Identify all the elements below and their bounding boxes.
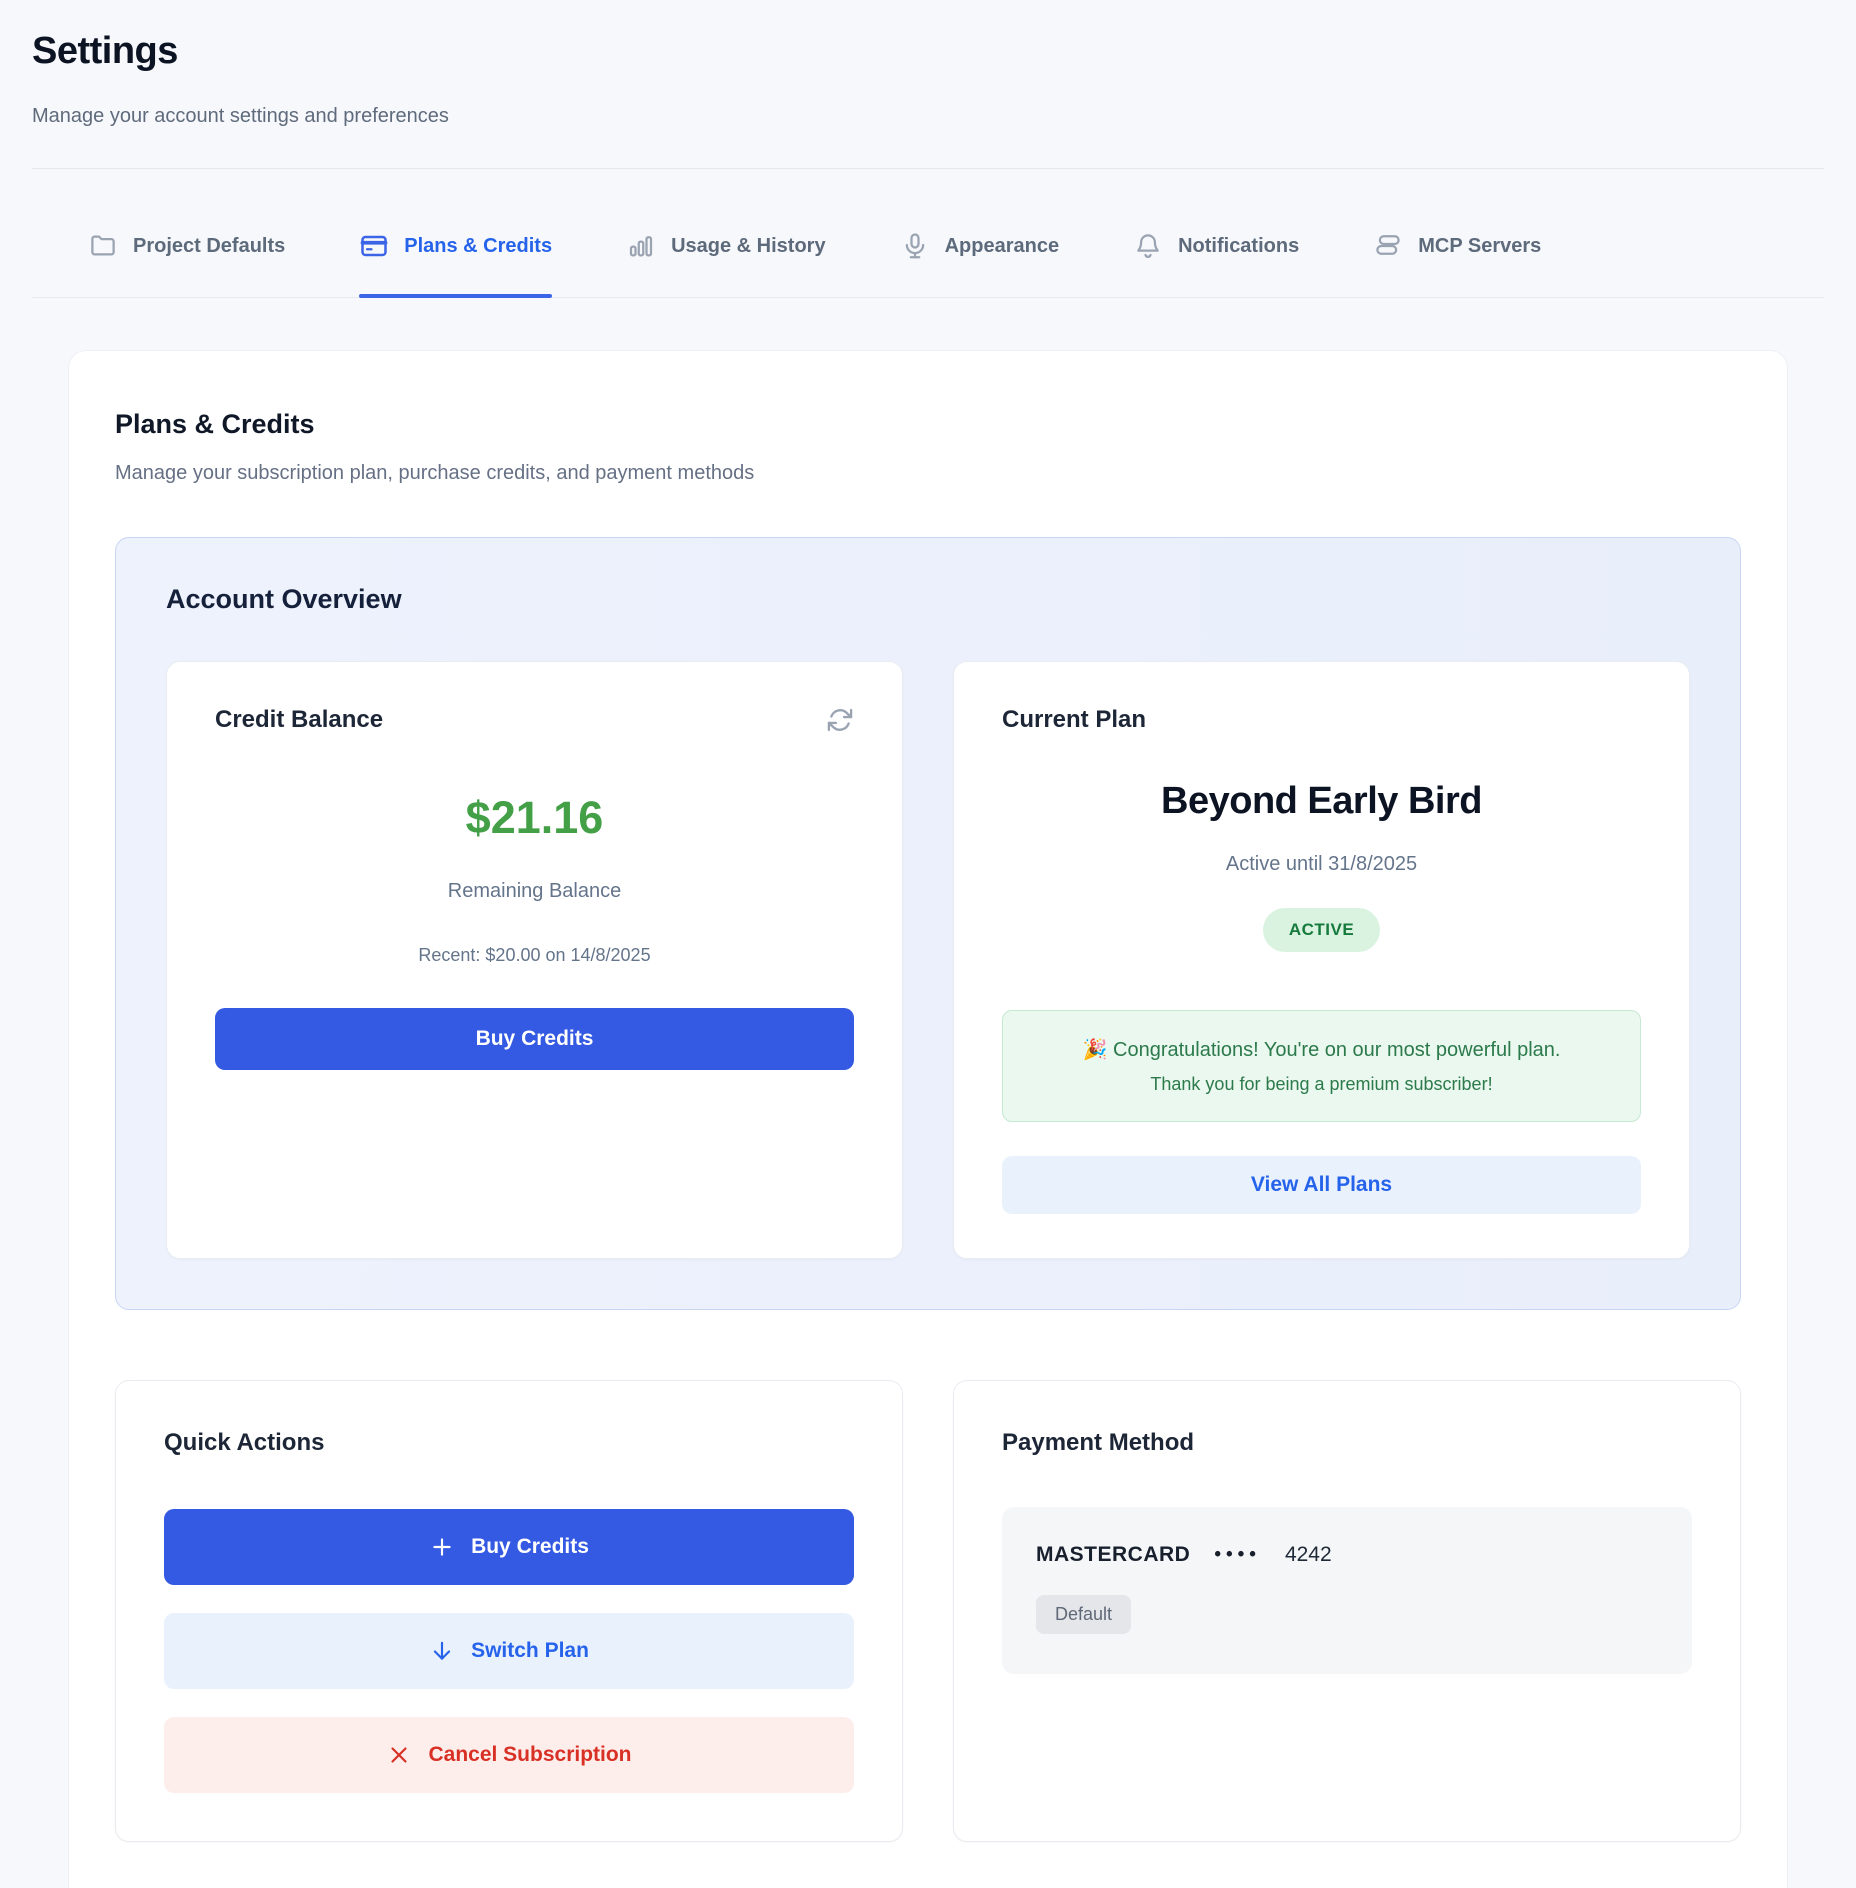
section-title: Plans & Credits	[115, 409, 315, 439]
tab-usage-history[interactable]: Usage & History	[626, 231, 826, 297]
cancel-subscription-button[interactable]: Cancel Subscription	[164, 1717, 854, 1793]
quick-actions-card: Quick Actions Buy Credits Switch Plan Ca…	[115, 1380, 903, 1842]
microphone-icon	[905, 233, 924, 259]
arrow-down-icon	[433, 1641, 451, 1660]
tab-plans-credits[interactable]: Plans & Credits	[359, 231, 553, 298]
x-icon	[391, 1747, 408, 1763]
congrats-submessage: Thank you for being a premium subscriber…	[1150, 1074, 1493, 1094]
card-brand: MASTERCARD	[1036, 1543, 1191, 1566]
credit-balance-title: Credit Balance	[215, 706, 384, 733]
page-subtitle: Manage your account settings and prefere…	[32, 105, 449, 127]
quick-actions-title: Quick Actions	[164, 1429, 325, 1456]
credit-balance-card: Credit Balance $21.16 Remaining Balance …	[166, 661, 903, 1259]
tab-notifications[interactable]: Notifications	[1133, 231, 1299, 297]
buy-credits-button[interactable]: Buy Credits	[215, 1008, 854, 1070]
section-subtitle: Manage your subscription plan, purchase …	[115, 462, 755, 484]
tab-mcp-servers[interactable]: MCP Servers	[1373, 231, 1541, 297]
tab-label: MCP Servers	[1418, 234, 1542, 257]
switch-plan-button[interactable]: Switch Plan	[164, 1613, 854, 1689]
switch-plan-label: Switch Plan	[471, 1639, 589, 1662]
payment-method-card: Payment Method MASTERCARD •••• 4242 Defa…	[953, 1380, 1741, 1842]
settings-tab-bar: Project Defaults Plans & Credits Usage &…	[32, 169, 1824, 298]
congrats-banner: 🎉 Congratulations! You're on our most po…	[1002, 1010, 1641, 1122]
server-stack-icon	[1376, 235, 1400, 255]
plus-icon	[433, 1538, 451, 1556]
credit-card-icon	[360, 235, 388, 257]
plan-status-badge: ACTIVE	[1262, 908, 1381, 952]
tab-appearance[interactable]: Appearance	[900, 231, 1060, 297]
page-title: Settings	[32, 30, 178, 72]
account-overview-title: Account Overview	[166, 584, 402, 614]
folder-icon	[91, 235, 115, 256]
refresh-balance-button[interactable]	[826, 706, 854, 734]
congrats-message: 🎉 Congratulations! You're on our most po…	[1082, 1039, 1561, 1061]
tab-label: Appearance	[944, 234, 1060, 257]
credit-balance-label: Remaining Balance	[447, 880, 622, 902]
tab-label: Plans & Credits	[404, 234, 553, 257]
refresh-icon	[827, 708, 853, 732]
card-last4: 4242	[1284, 1543, 1332, 1566]
tab-label: Notifications	[1178, 234, 1300, 257]
credit-balance-amount: $21.16	[465, 792, 604, 843]
recent-purchase-text: Recent: $20.00 on 14/8/2025	[418, 945, 651, 965]
view-all-plans-button[interactable]: View All Plans	[1002, 1156, 1641, 1214]
payment-method-item[interactable]: MASTERCARD •••• 4242 Default	[1002, 1507, 1692, 1674]
quick-buy-credits-button[interactable]: Buy Credits	[164, 1509, 854, 1585]
tab-label: Usage & History	[671, 234, 826, 257]
cancel-subscription-label: Cancel Subscription	[428, 1743, 632, 1766]
page-header: Settings Manage your account settings an…	[0, 0, 1856, 128]
payment-method-title: Payment Method	[1002, 1429, 1195, 1456]
current-plan-card: Current Plan Beyond Early Bird Active un…	[953, 661, 1690, 1259]
current-plan-title: Current Plan	[1002, 706, 1147, 733]
plans-credits-panel: Plans & Credits Manage your subscription…	[68, 350, 1788, 1888]
header-divider	[32, 168, 1824, 169]
default-badge: Default	[1036, 1595, 1132, 1634]
card-masked-dots: ••••	[1214, 1544, 1261, 1565]
plan-active-until: Active until 31/8/2025	[1225, 853, 1418, 875]
tab-project-defaults[interactable]: Project Defaults	[88, 231, 285, 297]
account-overview-section: Account Overview Credit Balance $21.16 R…	[115, 537, 1741, 1310]
tab-label: Project Defaults	[133, 234, 286, 257]
plan-name: Beyond Early Bird	[1161, 780, 1482, 822]
quick-buy-credits-label: Buy Credits	[471, 1535, 589, 1558]
bell-icon	[1137, 234, 1159, 258]
bar-chart-icon	[629, 236, 653, 257]
